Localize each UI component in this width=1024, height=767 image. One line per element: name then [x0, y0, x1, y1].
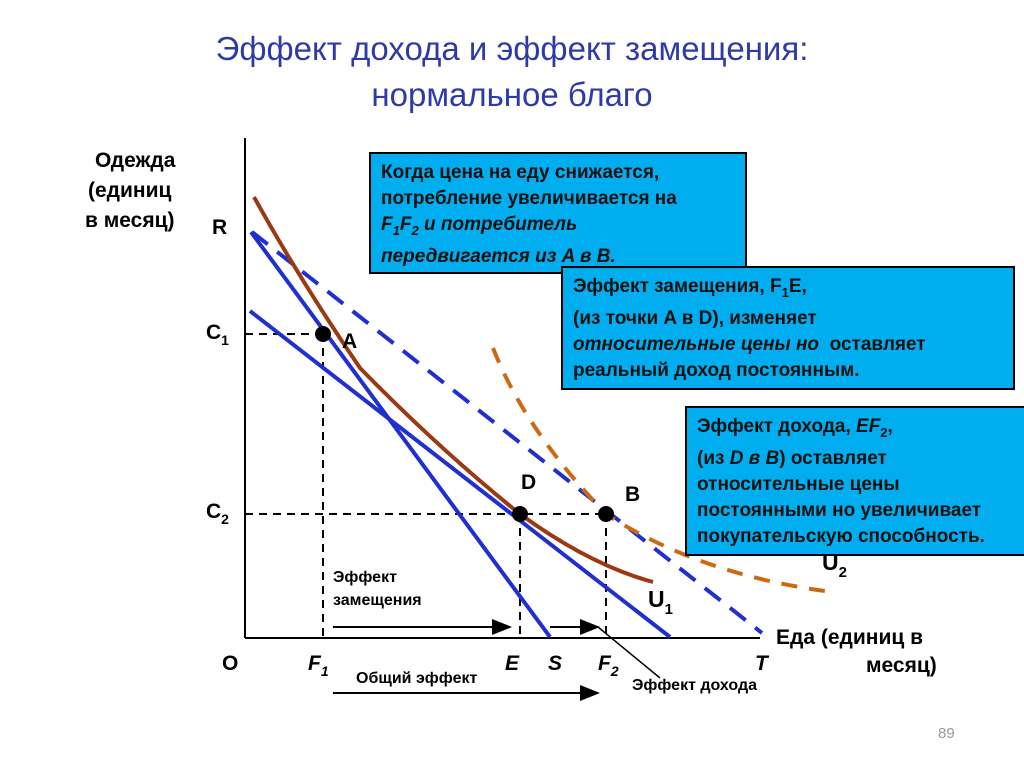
budget-line-parallel — [248, 309, 672, 639]
label-f1: F1 — [308, 652, 329, 679]
label-substitution-effect-line1: Эффект — [333, 569, 397, 586]
callout1-line1: Когда цена на еду снижается, — [381, 162, 660, 183]
callout-income-effect: Эффект дохода, EF2, (из D в B) оставляет… — [685, 406, 1024, 556]
label-f2-main: F — [598, 652, 612, 675]
callout3-line2-b: D в B — [729, 447, 780, 469]
label-t: T — [755, 652, 770, 675]
label-c1-sub: 1 — [221, 332, 229, 348]
point-b — [598, 506, 614, 522]
label-income-effect: Эффект дохода — [632, 677, 757, 694]
callout3-line1-c: , — [887, 416, 893, 437]
label-e: E — [505, 652, 520, 675]
callout1-line4: передвигается из A в B. — [381, 245, 616, 267]
callout3-line1: Эффект дохода, EF2, — [697, 414, 1024, 446]
callout3-line5: покупательскую способность. — [697, 525, 985, 547]
label-s: S — [548, 652, 562, 675]
point-d — [512, 506, 528, 522]
callout3-line1-a: Эффект дохода, — [697, 416, 857, 437]
label-c1-main: C — [206, 321, 221, 344]
callout3-line2: (из D в B) оставляет — [697, 446, 1024, 472]
callout3-line2-c: ) оставляет — [779, 447, 887, 469]
budget-line-rs — [249, 230, 552, 639]
label-c2-sub: 2 — [221, 511, 229, 527]
label-point-b: B — [625, 483, 640, 506]
callout2-line3: относительные цены но оставляет — [573, 332, 1003, 358]
budget-line-rt-dashed — [250, 230, 764, 635]
callout1-line3: F1F2 и потребитель — [381, 212, 735, 244]
label-u1: U1 — [648, 586, 673, 618]
label-f2: F2 — [598, 652, 619, 679]
label-r: R — [212, 216, 227, 239]
slide-title-line2: нормальное благо — [371, 76, 653, 113]
label-point-a: A — [342, 330, 357, 353]
label-u2-sub: 2 — [839, 564, 847, 581]
label-f2-sub: 2 — [610, 663, 619, 679]
label-u1-main: U — [648, 586, 665, 612]
callout3-line1-b: EF — [856, 416, 881, 437]
y-axis-label-line2: (единиц — [88, 179, 172, 202]
callout1-line2: потребление увеличивается на — [381, 188, 677, 209]
callout2-line1-b: E, — [788, 276, 807, 297]
indifference-curve-u1 — [252, 196, 654, 584]
label-point-d: D — [521, 471, 536, 494]
slide-title-line1: Эффект дохода и эффект замещения: — [215, 30, 809, 67]
point-a — [315, 326, 331, 342]
callout1-line3-rest: и потребитель — [418, 214, 578, 235]
callout2-line1-sub: 1 — [781, 284, 789, 300]
callout2-line4: реальный доход постоянным. — [573, 359, 860, 381]
callout3-line2-a: (из — [697, 447, 730, 469]
label-f1-main: F — [308, 652, 322, 675]
page-number: 89 — [938, 725, 955, 742]
callout-substitution-effect: Эффект замещения, F1E, (из точки A в D),… — [561, 266, 1015, 390]
callout1-f2-sub: 2 — [411, 222, 419, 238]
label-total-effect: Общий эффект — [356, 670, 477, 687]
callout2-line1-a: Эффект замещения, F — [573, 276, 782, 297]
callout1-f1-sub: 1 — [392, 222, 400, 238]
callout3-line1-sub: 2 — [880, 424, 888, 440]
callout-price-decrease: Когда цена на еду снижается, потребление… — [369, 152, 747, 274]
x-axis-label-line2: месяц) — [866, 654, 937, 677]
y-axis-label-line3: в месяц) — [85, 209, 175, 232]
callout3-line3: относительные цены — [697, 473, 900, 495]
callout3-line4: постоянными но увеличивает — [697, 499, 982, 521]
label-u1-sub: 1 — [665, 601, 673, 618]
label-c2-main: C — [206, 500, 221, 523]
callout2-line1: Эффект замещения, F1E, — [573, 274, 1003, 306]
label-f1-sub: 1 — [321, 663, 329, 679]
y-axis-label-line1: Одежда — [95, 149, 176, 172]
callout2-line2: (из точки A в D), изменяет — [573, 307, 817, 329]
callout2-line3-italic: относительные цены но — [573, 333, 820, 355]
label-c1: C1 — [206, 321, 229, 348]
callout1-f1: F — [381, 214, 393, 235]
income-effect-pointer — [597, 626, 661, 679]
callout1-f2: F — [399, 214, 412, 235]
x-axis-label-line1: Еда (единиц в — [776, 626, 923, 649]
callout2-line3-rest: оставляет — [819, 333, 926, 355]
label-c2: C2 — [206, 500, 229, 527]
label-substitution-effect-line2: замещения — [333, 592, 422, 609]
label-o: O — [222, 652, 238, 675]
